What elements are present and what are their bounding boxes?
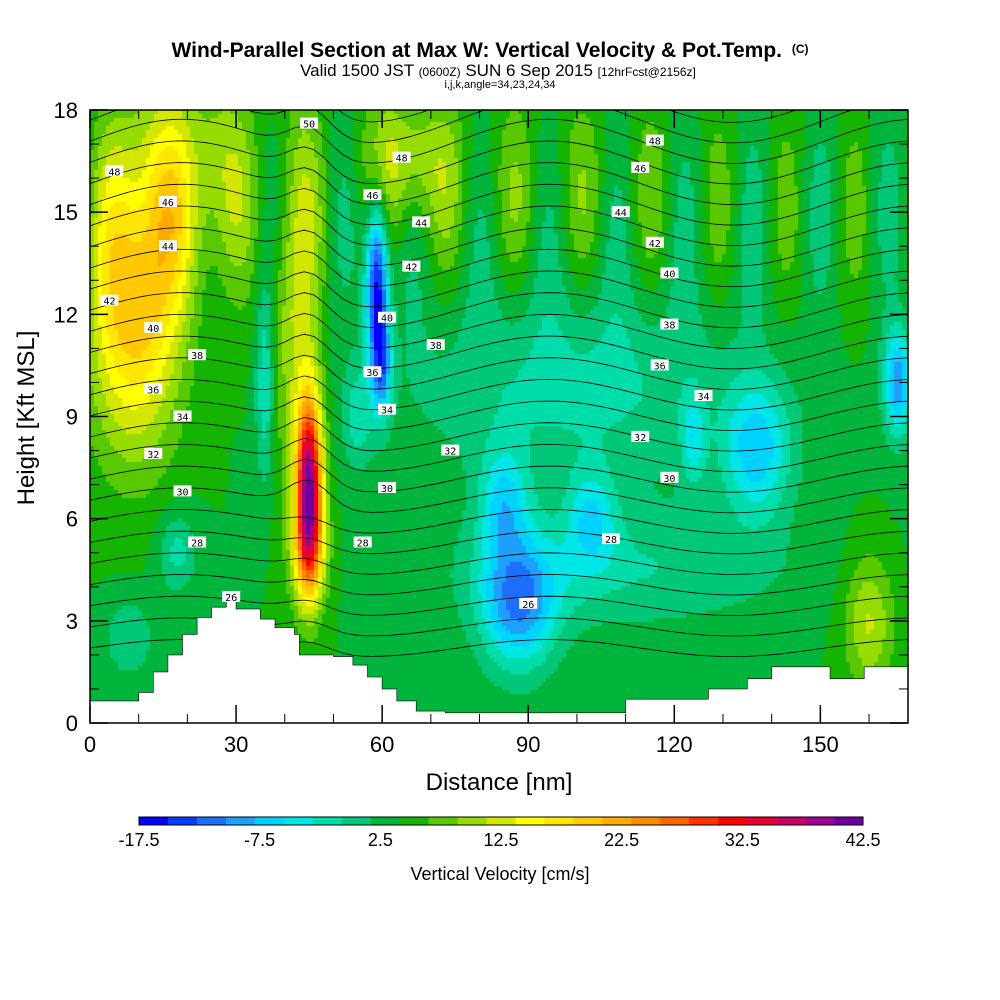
- subtitle-date: SUN 6 Sep 2015: [465, 61, 593, 80]
- colorbar-swatch: [515, 817, 544, 825]
- contour-label-text: 42: [405, 263, 417, 274]
- colorbar-tick-label: 2.5: [368, 830, 393, 850]
- colorbar-swatch: [631, 817, 660, 825]
- contour-label-text: 48: [108, 167, 120, 178]
- contour-label-text: 38: [663, 321, 675, 332]
- x-tick-label: 90: [516, 732, 540, 757]
- figure: Wind-Parallel Section at Max W: Vertical…: [0, 0, 1000, 1000]
- contour-label-text: 46: [634, 164, 646, 175]
- colorbar-tick-label: 22.5: [604, 830, 639, 850]
- contour-label-text: 44: [615, 208, 627, 219]
- colorbar-swatch: [776, 817, 805, 825]
- y-tick-label: 3: [66, 609, 78, 634]
- contour-label-text: 42: [649, 239, 661, 250]
- contour-label-text: 32: [444, 447, 456, 458]
- y-tick-label: 9: [66, 405, 78, 430]
- contour-label-text: 36: [147, 385, 159, 396]
- y-tick-label: 18: [54, 98, 78, 123]
- colorbar-tick-label: -7.5: [244, 830, 275, 850]
- contour-label-text: 26: [522, 600, 534, 611]
- contour-label-text: 40: [381, 314, 393, 325]
- colorbar-label: Vertical Velocity [cm/s]: [410, 864, 589, 884]
- contour-label-text: 40: [147, 324, 159, 335]
- y-tick-label: 6: [66, 507, 78, 532]
- colorbar-swatch: [168, 817, 197, 825]
- chart-subtitle: Valid 1500 JST (0600Z) SUN 6 Sep 2015 [1…: [300, 61, 696, 80]
- colorbar-swatch: [689, 817, 718, 825]
- colorbar-swatch: [429, 817, 458, 825]
- contour-label-text: 30: [663, 474, 675, 485]
- contour-label-text: 48: [396, 154, 408, 165]
- contour-label-text: 30: [176, 487, 188, 498]
- x-tick-label: 150: [802, 732, 839, 757]
- chart-title-text: Wind-Parallel Section at Max W: Vertical…: [171, 39, 782, 62]
- colorbar-swatch: [400, 817, 429, 825]
- contour-label-text: 28: [357, 539, 369, 550]
- subtitle-utc: (0600Z): [419, 65, 461, 79]
- chart-title: Wind-Parallel Section at Max W: Vertical…: [171, 39, 808, 62]
- colorbar-swatch: [255, 817, 284, 825]
- contour-label-text: 26: [225, 593, 237, 604]
- colorbar-tick-label: -17.5: [118, 830, 159, 850]
- colorbar: [139, 817, 863, 825]
- subtitle-valid: Valid 1500 JST: [300, 61, 414, 80]
- x-tick-label: 120: [656, 732, 693, 757]
- subtitle-fcst: [12hrFcst@2156z]: [598, 65, 696, 79]
- colorbar-swatch: [573, 817, 602, 825]
- colorbar-swatch: [747, 817, 776, 825]
- contour-label-text: 48: [649, 137, 661, 148]
- x-tick-label: 0: [84, 732, 96, 757]
- x-tick-label: 60: [370, 732, 394, 757]
- contour-label-text: 34: [697, 392, 709, 403]
- colorbar-swatch: [226, 817, 255, 825]
- colorbar-swatch: [660, 817, 689, 825]
- x-tick-label: 30: [224, 732, 248, 757]
- colorbar-swatch: [602, 817, 631, 825]
- colorbar-ticks: -17.5 -7.5 2.5 12.5 22.5 32.5 42.5: [118, 830, 880, 850]
- contour-label-text: 46: [366, 191, 378, 202]
- colorbar-tick-label: 42.5: [845, 830, 880, 850]
- contour-label-text: 44: [162, 242, 174, 253]
- contour-label-text: 46: [162, 198, 174, 209]
- contour-label-text: 38: [191, 351, 203, 362]
- colorbar-tick-label: 12.5: [483, 830, 518, 850]
- colorbar-swatch: [805, 817, 834, 825]
- colorbar-swatch: [371, 817, 400, 825]
- contour-label-text: 42: [103, 297, 115, 308]
- colorbar-swatch: [342, 817, 371, 825]
- contour-label-text: 34: [176, 413, 188, 424]
- chart-title-mark: (C): [792, 42, 809, 56]
- colorbar-swatch: [487, 817, 516, 825]
- contour-label-text: 30: [381, 484, 393, 495]
- contour-label-text: 28: [191, 539, 203, 550]
- y-axis-label: Height [Kft MSL]: [13, 331, 40, 506]
- contour-label-text: 36: [366, 368, 378, 379]
- colorbar-tick-label: 32.5: [725, 830, 760, 850]
- plot-area: 48 46 44 42 40 38 36 34 32 30 28 26 50 48 46 44 42 40 38 36…: [90, 54, 911, 726]
- contour-label-text: 38: [430, 341, 442, 352]
- contour-label-text: 32: [147, 450, 159, 461]
- contour-label-text: 40: [663, 269, 675, 280]
- y-tick-label: 15: [54, 200, 78, 225]
- colorbar-swatch: [313, 817, 342, 825]
- colorbar-swatch: [834, 817, 863, 825]
- colorbar-swatch: [197, 817, 226, 825]
- contour-label-text: 32: [634, 433, 646, 444]
- contour-label-text: 50: [303, 120, 315, 131]
- contour-label-text: 36: [654, 361, 666, 372]
- colorbar-swatch: [139, 817, 168, 825]
- colorbar-swatch: [718, 817, 747, 825]
- colorbar-swatch: [544, 817, 573, 825]
- colorbar-swatch: [284, 817, 313, 825]
- contour-label-text: 44: [415, 218, 427, 229]
- colorbar-swatch: [458, 817, 487, 825]
- chart-subtitle-2: i,j,k,angle=34,23,24,34: [444, 79, 555, 91]
- contour-label-text: 34: [381, 406, 393, 417]
- y-tick-label: 12: [54, 302, 78, 327]
- y-tick-label: 0: [66, 711, 78, 736]
- x-axis-label: Distance [nm]: [426, 769, 573, 796]
- contour-label-text: 28: [605, 535, 617, 546]
